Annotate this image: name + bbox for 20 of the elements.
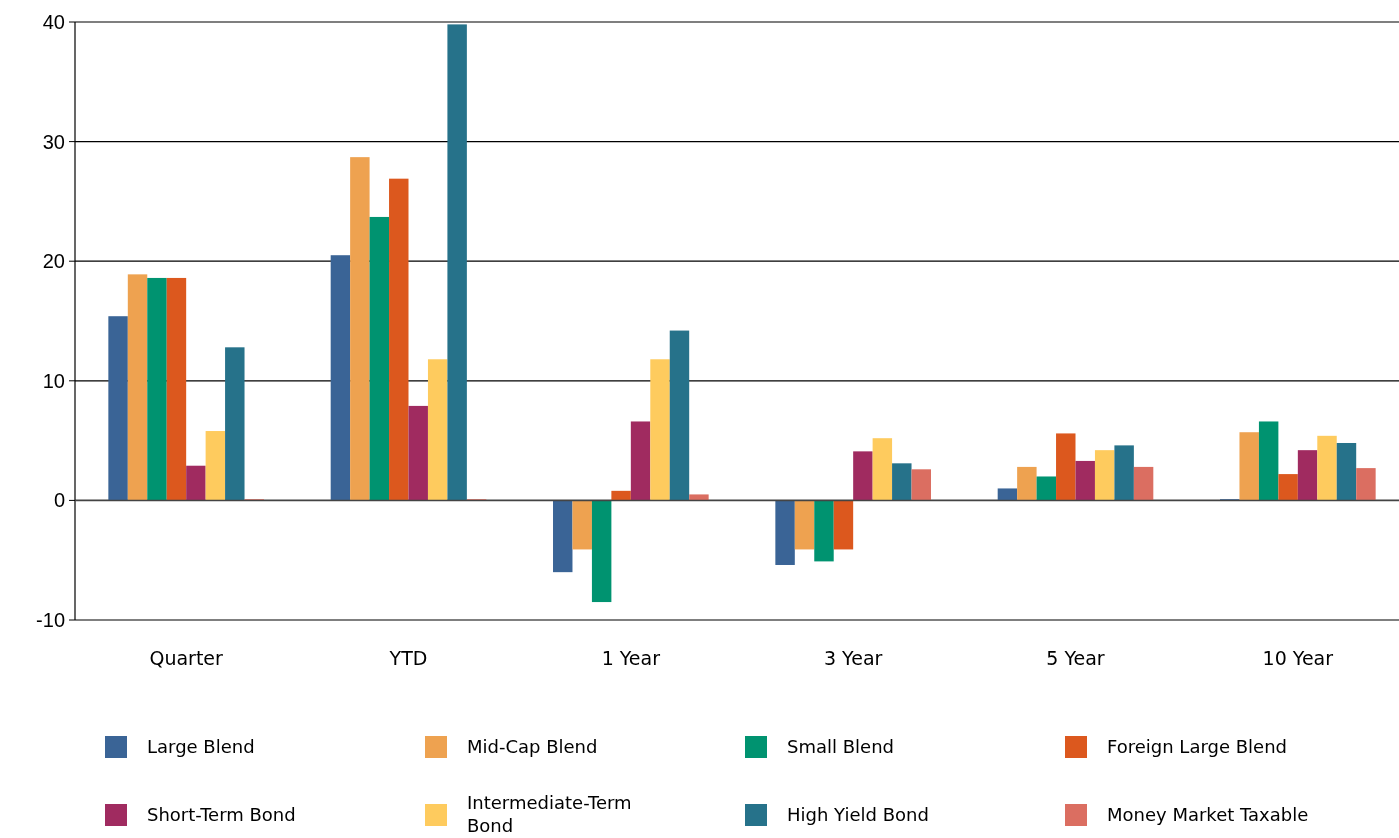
legend-label: Large Blend [147, 736, 255, 758]
legend-label: Short-Term Bond [147, 804, 296, 826]
x-tick-label: 1 Year [601, 647, 661, 669]
y-tick-label: -10 [36, 609, 65, 631]
y-tick-label: 20 [42, 250, 65, 273]
y-tick-label: 10 [42, 369, 65, 392]
legend-label: Foreign Large Blend [1107, 736, 1287, 758]
legend-label: Intermediate-Term Bond [467, 791, 632, 837]
y-tick-label: 0 [53, 489, 65, 512]
x-tick-label: Quarter [149, 647, 224, 669]
legend-label: Small Blend [787, 736, 894, 758]
x-tick-label: 5 Year [1046, 647, 1105, 669]
x-tick-label: 3 Year [823, 647, 883, 669]
legend-label: Mid-Cap Blend [467, 736, 598, 758]
x-tick-label: 10 Year [1262, 647, 1334, 669]
y-tick-label: 30 [42, 130, 65, 153]
legend-label: Money Market Taxable [1107, 804, 1309, 826]
x-tick-label: YTD [388, 647, 428, 669]
legend-label: High Yield Bond [787, 804, 929, 826]
y-tick-label: 40 [42, 11, 65, 33]
